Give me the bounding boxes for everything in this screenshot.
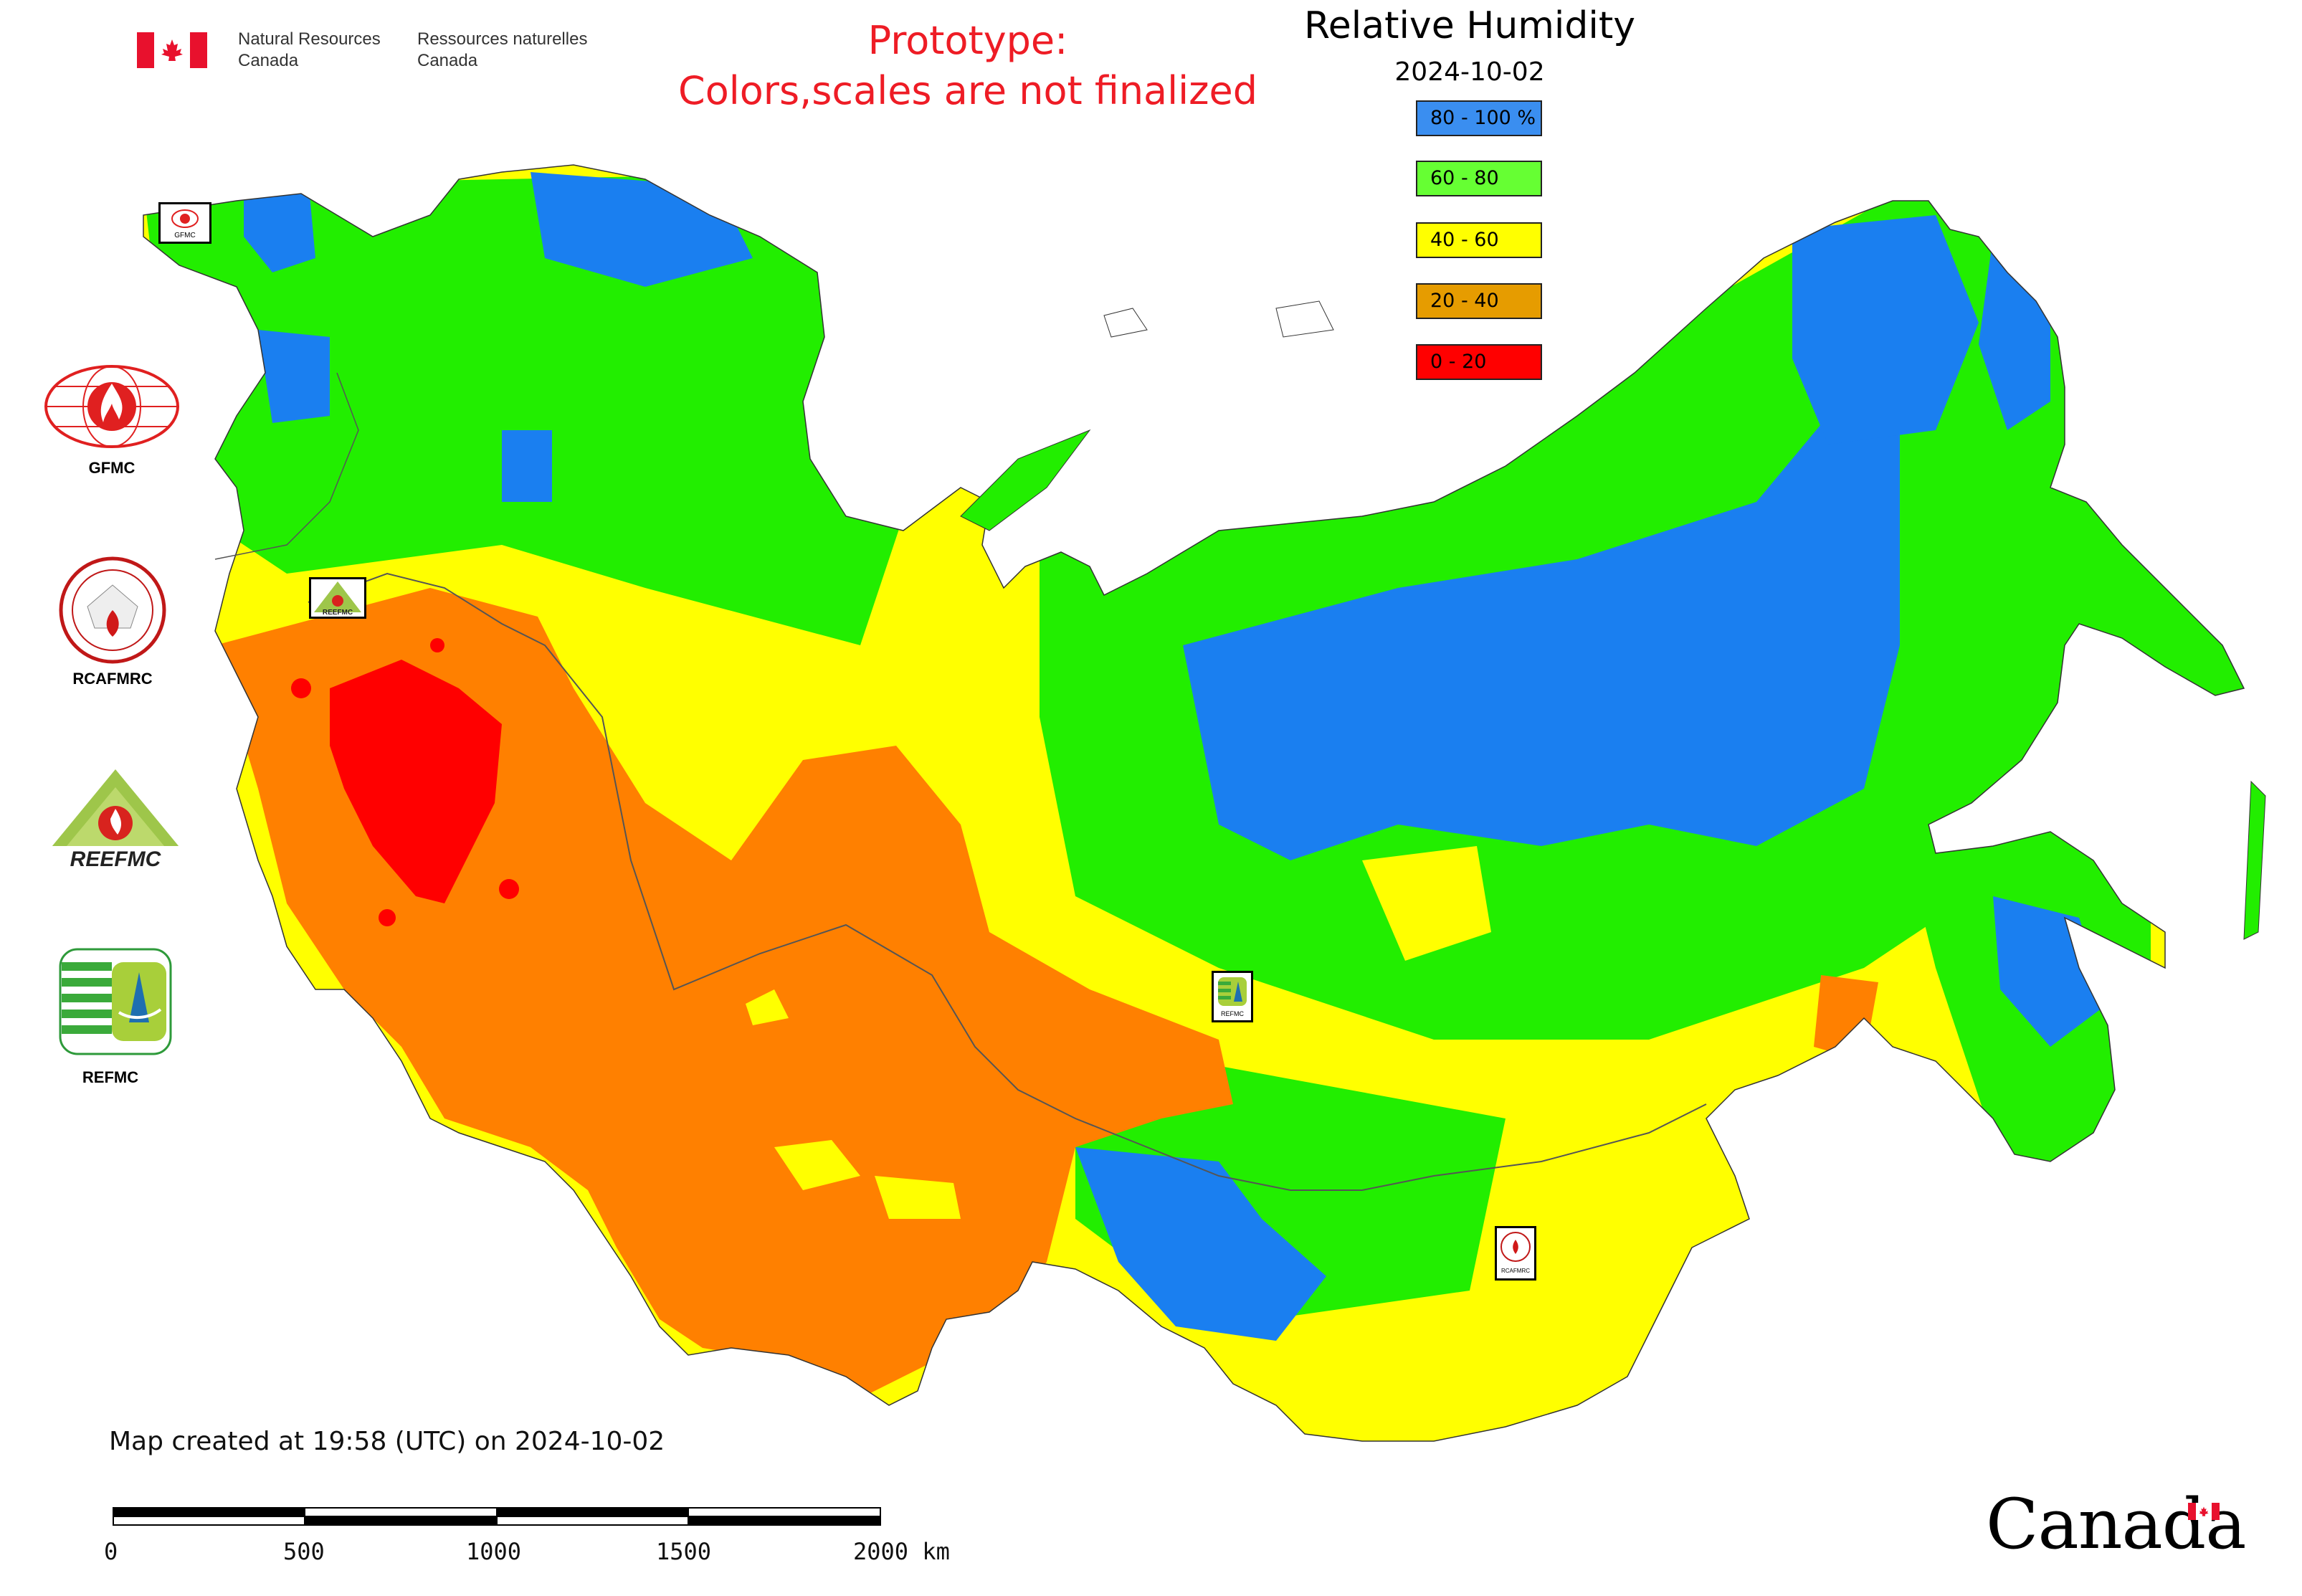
legend-date: 2024-10-02 xyxy=(1394,57,1545,87)
scale-tick-0: 0 xyxy=(104,1538,118,1565)
department-name-english: Natural Resources Canada xyxy=(238,29,381,70)
canada-wordmark: Canada xyxy=(1986,1484,2246,1564)
legend-item: 40 - 60 xyxy=(1416,222,1542,258)
gfmc-logo-label: GFMC xyxy=(88,459,135,477)
rcafmrc-logo-label: RCAFMRC xyxy=(72,670,153,688)
scale-tick-500: 500 xyxy=(283,1538,325,1565)
prototype-line-1: Prototype: xyxy=(867,18,1068,63)
refmc-logo-label: REFMC xyxy=(82,1068,139,1086)
refmc-logo xyxy=(59,948,172,1055)
rcafmrc-logo xyxy=(59,556,166,664)
prototype-line-2: Colors,scales are not finalized xyxy=(678,68,1257,113)
rcafmrc-map-badge-label: RCAFMRC xyxy=(1501,1268,1530,1274)
legend-item: 20 - 40 xyxy=(1416,283,1542,319)
svg-text:REEFMC: REEFMC xyxy=(70,847,162,871)
department-name-french: Ressources naturelles Canada xyxy=(417,29,588,70)
gfmc-map-badge-label: GFMC xyxy=(174,232,195,239)
legend-item: 80 - 100 % xyxy=(1416,100,1542,136)
map-created-timestamp: Map created at 19:58 (UTC) on 2024-10-02 xyxy=(109,1427,665,1456)
refmc-map-badge: REFMC xyxy=(1212,971,1253,1022)
legend-title: Relative Humidity xyxy=(1303,4,1635,47)
gfmc-logo xyxy=(42,362,182,455)
wordmark-flag-icon xyxy=(2188,1503,2220,1520)
scale-tick-1000: 1000 xyxy=(466,1538,522,1565)
reefmc-map-badge: REEFMC xyxy=(309,577,366,619)
refmc-map-badge-label: REFMC xyxy=(1221,1010,1244,1017)
reefmc-map-badge-label: REEFMC xyxy=(323,609,353,617)
canada-flag-icon xyxy=(137,32,207,68)
prototype-notice: Prototype: Colors,scales are not finaliz… xyxy=(645,16,1290,116)
legend-item: 60 - 80 xyxy=(1416,161,1542,196)
scale-bar xyxy=(113,1507,881,1526)
scale-tick-2000: 2000 km xyxy=(853,1538,950,1565)
gfmc-map-badge: GFMC xyxy=(158,202,211,244)
scale-tick-1500: 1500 xyxy=(656,1538,712,1565)
reefmc-logo: REEFMC xyxy=(39,766,192,873)
rcafmrc-map-badge: RCAFMRC xyxy=(1495,1226,1536,1281)
legend-item: 0 - 20 xyxy=(1416,344,1542,380)
